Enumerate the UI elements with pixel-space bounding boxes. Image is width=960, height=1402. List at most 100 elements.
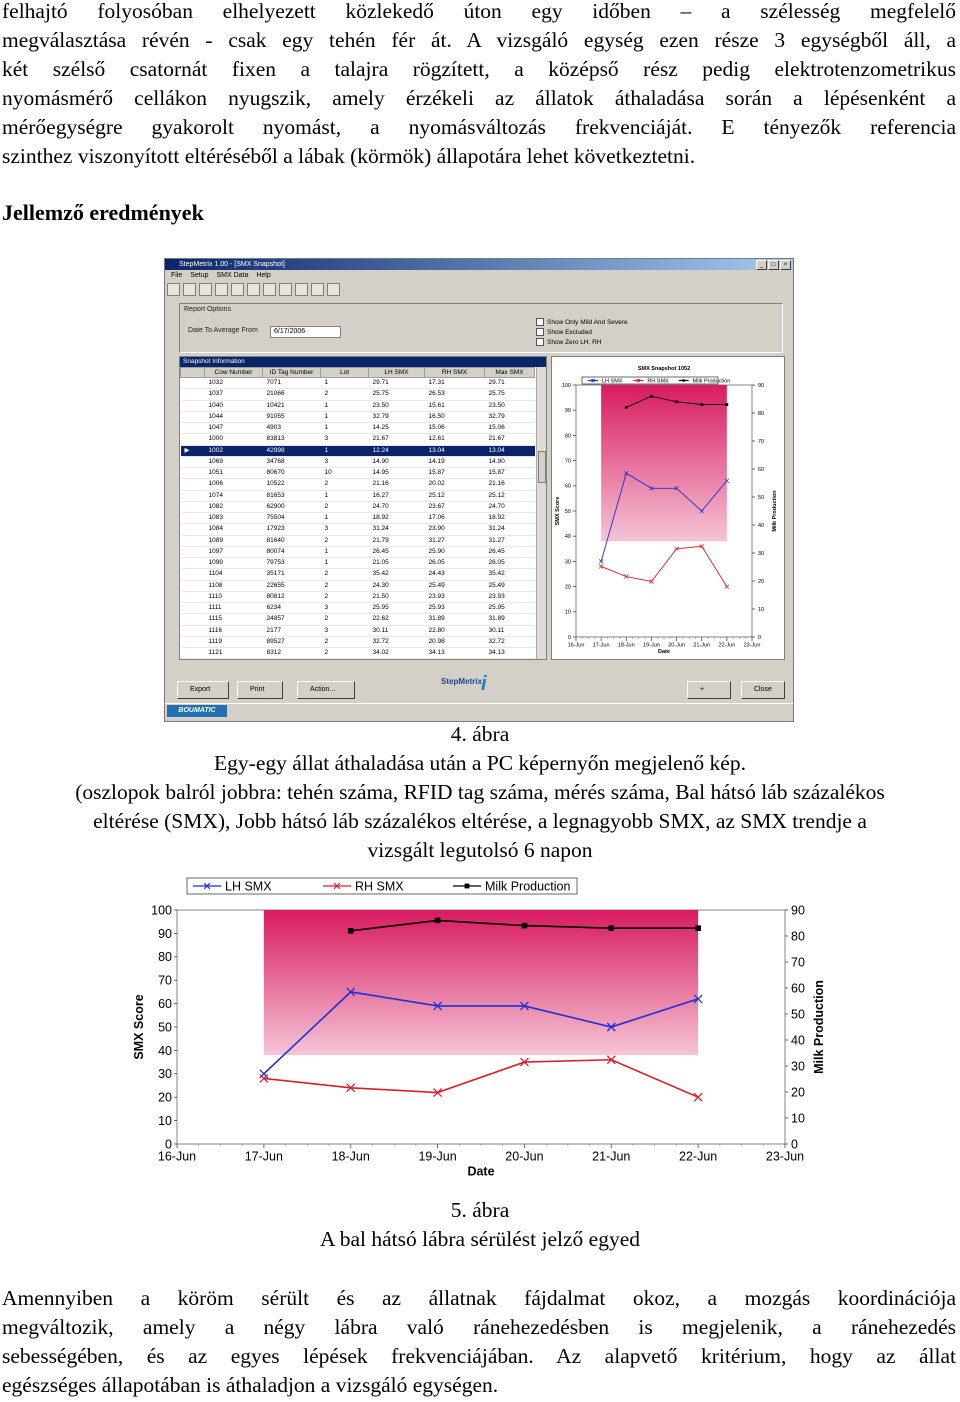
table-cell: 31.24	[368, 523, 425, 536]
action-button[interactable]: Action...	[297, 681, 355, 699]
table-row[interactable]: 1044 91055 1 32.79 16.50 32.79	[180, 411, 535, 424]
menu-setup[interactable]: Setup	[190, 272, 209, 279]
table-row[interactable]: 1104 35171 2 35.42 24.43 35.42	[180, 568, 535, 581]
table-cell: 1	[320, 445, 369, 457]
table-cell: 42998	[262, 445, 321, 457]
scrollbar-thumb[interactable]	[538, 451, 546, 483]
table-cell: 16.50	[424, 411, 485, 424]
x-tick-label: 22-Jun	[679, 1150, 717, 1164]
data-point	[346, 1083, 356, 1093]
lock-icon[interactable]	[167, 283, 180, 296]
legend-marker	[333, 882, 341, 890]
table-cell: 34.13	[424, 647, 485, 660]
table-row[interactable]: ▶ 1002 42998 1 12.24 13.04 13.04	[180, 445, 535, 457]
table-cell: 14.90	[484, 456, 535, 469]
table-row[interactable]: 1097 80074 1 26.45 25.90 26.45	[180, 546, 535, 559]
table-row[interactable]: 1119 89527 2 32.72 20.98 32.72	[180, 636, 535, 649]
table-row[interactable]: 1111 6234 3 25.95 25.93 25.95	[180, 602, 535, 615]
table-scrollbar[interactable]	[536, 367, 546, 659]
table-row[interactable]: 1082 62900 2 24.70 23.67 24.70	[180, 501, 535, 514]
close-window-button[interactable]: ×	[780, 260, 791, 270]
export-button[interactable]: Export	[177, 681, 229, 699]
cow-icon[interactable]	[215, 283, 228, 296]
table-cell: 25.90	[424, 546, 485, 559]
table-row[interactable]: 1083 75504 1 18.92 17.06 18.92	[180, 512, 535, 525]
menu-file[interactable]: File	[171, 272, 183, 279]
y-tick-label: 10	[158, 1114, 172, 1128]
date-input[interactable]: 6/17/2006	[270, 326, 341, 338]
data-point	[699, 544, 704, 549]
table-cell: 31.89	[424, 613, 485, 626]
table-row[interactable]: 1115 24857 2 22.62 31.89 31.89	[180, 613, 535, 626]
column-header[interactable]: Max SMX	[484, 367, 535, 378]
grid-icon[interactable]	[199, 283, 212, 296]
column-header[interactable]: Lot	[320, 367, 369, 378]
status-bar	[165, 703, 793, 720]
row-indicator	[180, 512, 205, 525]
data-point	[674, 546, 679, 552]
x-tick-label: 18-Jun	[332, 1150, 370, 1164]
data-point	[674, 486, 679, 491]
print-icon[interactable]	[295, 283, 308, 296]
column-header[interactable]: Cow Number	[204, 367, 263, 378]
figure4-caption: Egy-egy állat áthaladása után a PC képer…	[214, 751, 746, 775]
table-row[interactable]: 1099 79753 1 21.05 26.05 26.05	[180, 557, 535, 570]
maximize-button[interactable]: □	[768, 260, 779, 270]
table-row[interactable]: 1000 83813 3 21.67 12.61 21.67	[180, 433, 535, 446]
table-row[interactable]: 1037 21066 2 25.75 26.53 25.75	[180, 388, 535, 401]
checkbox-mild-severe[interactable]: Show Only Mild And Severe	[536, 318, 628, 326]
table-cell: 22.62	[368, 613, 425, 626]
print-button[interactable]: Print	[237, 681, 283, 699]
table-cell: 34.13	[484, 647, 535, 660]
filter-icon[interactable]	[263, 283, 276, 296]
menu-help[interactable]: Help	[256, 272, 271, 279]
row-indicator	[180, 467, 205, 480]
table-cell: 1097	[204, 546, 263, 559]
table-cell: 1	[320, 377, 369, 390]
flag-icon[interactable]	[279, 283, 292, 296]
table-cell: 1037	[204, 388, 263, 401]
x-tick-label: 16-Jun	[568, 643, 585, 649]
table-row[interactable]: 1040 10421 1 23.50 15.61 23.50	[180, 400, 535, 412]
table-row[interactable]: 1116 2177 3 30.11 22.80 30.11	[180, 625, 535, 637]
close-button[interactable]: Close	[741, 681, 785, 699]
table-cell: 31.27	[484, 535, 535, 547]
menu-smx-data[interactable]: SMX Data	[216, 272, 249, 279]
save-icon[interactable]	[183, 283, 196, 296]
settings-icon[interactable]	[311, 283, 324, 296]
y2-tick-label: 80	[791, 929, 805, 943]
checkbox-excluded[interactable]: Show Excluded	[536, 328, 592, 336]
minimize-button[interactable]: _	[756, 260, 767, 270]
column-header[interactable]: LH SMX	[368, 367, 425, 378]
table-row[interactable]: 1074 81653 1 16.27 25.12 25.12	[180, 490, 535, 502]
table-row[interactable]: 1047 4903 1 14.25 15.06 15.06	[180, 422, 535, 435]
table-row[interactable]: 1006 10522 2 21.16 20.02 21.16	[180, 478, 535, 491]
table-row[interactable]: 1032 7071 1 29.71 17.31 29.71	[180, 377, 535, 390]
checkbox-zero-lh-rh[interactable]: Show Zero LH, RH	[536, 338, 602, 346]
table-cell: 2177	[262, 625, 321, 637]
table-cell: 91055	[262, 411, 321, 424]
y2-tick-label: 90	[758, 383, 764, 389]
column-header[interactable]: ID Tag Number	[262, 367, 321, 378]
row-indicator	[180, 523, 205, 536]
table-cell: 25.12	[424, 490, 485, 502]
table-row[interactable]: 1051 80670 10 14.95 15.87 15.87	[180, 467, 535, 480]
column-header[interactable]: RH SMX	[424, 367, 485, 378]
table-cell: 24.70	[368, 501, 425, 514]
table-row[interactable]: 1121 8312 2 34.02 34.13 34.13	[180, 647, 535, 660]
data-point	[598, 564, 604, 569]
help-icon[interactable]	[327, 283, 340, 296]
table-icon[interactable]	[231, 283, 244, 296]
table-row[interactable]: 1108 22655 2 24.30 25.49 25.49	[180, 580, 535, 592]
zoom-button[interactable]: +	[687, 681, 731, 699]
table-row[interactable]: 1084 17923 3 31.24 23.90 31.24	[180, 523, 535, 536]
y-tick-label: 20	[158, 1091, 172, 1105]
table-cell: 2	[320, 478, 369, 491]
table-row[interactable]: 1089 81640 2 21.79 31.27 31.27	[180, 535, 535, 547]
table-row[interactable]: 1110 80812 2 21.50 23.93 23.93	[180, 591, 535, 604]
table-row[interactable]: 1069 34768 3 14.90 14.19 14.90	[180, 456, 535, 469]
table-cell: 2	[320, 535, 369, 547]
row-indicator	[180, 647, 205, 660]
table-cell: 26.53	[424, 388, 485, 401]
chart-icon[interactable]	[247, 283, 260, 296]
